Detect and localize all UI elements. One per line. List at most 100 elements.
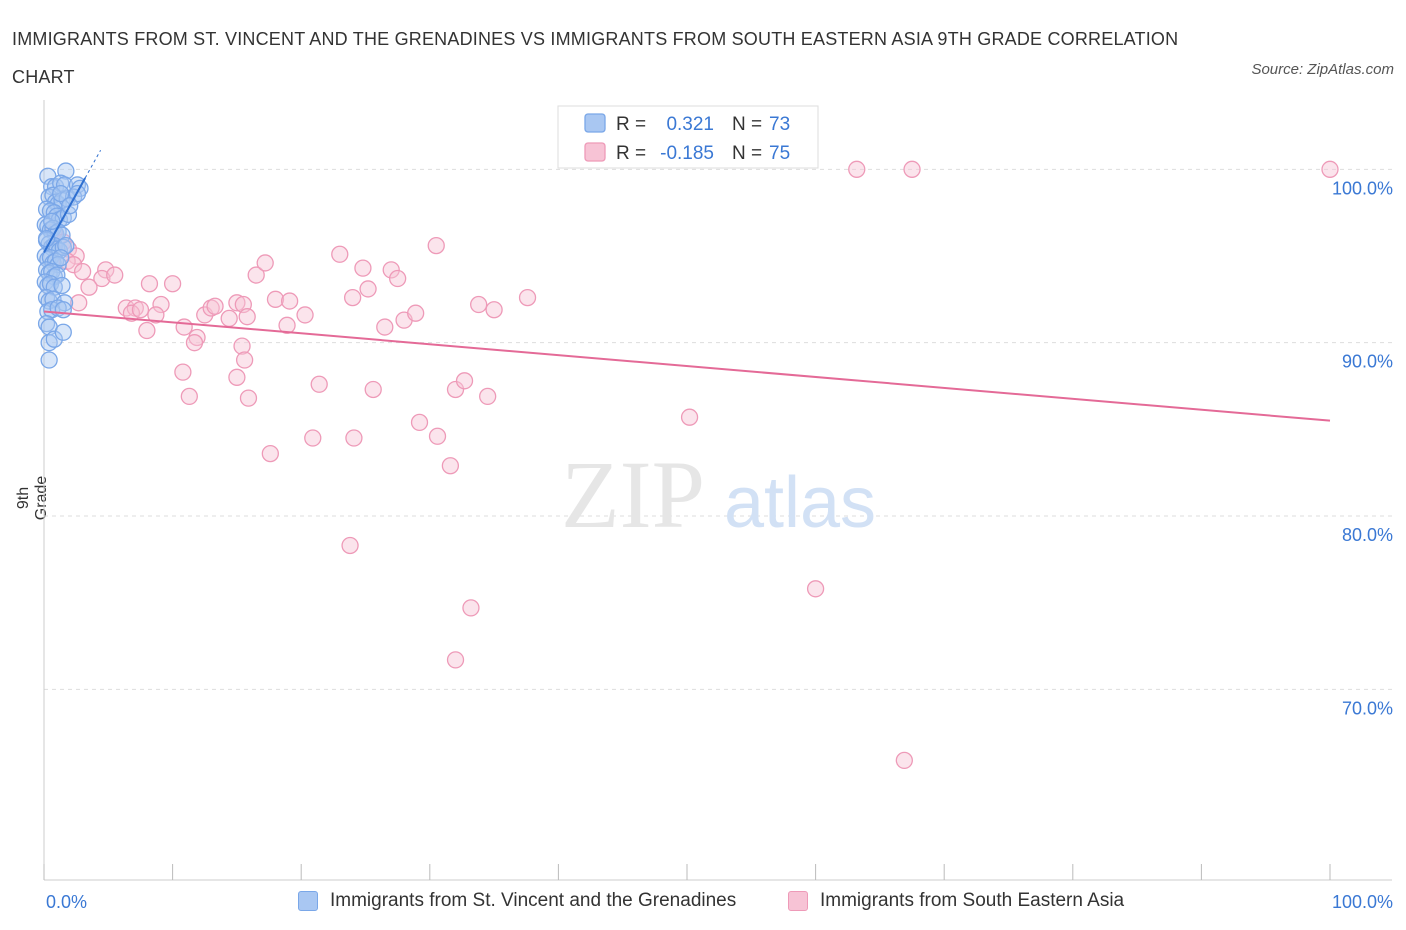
pink-point: [895, 751, 913, 770]
pink-point: [388, 269, 407, 288]
pink-point: [410, 413, 429, 432]
pink-series-points: [45, 160, 1339, 770]
pink-point: [304, 429, 322, 447]
pink-point: [138, 321, 156, 340]
pink-point: [70, 294, 88, 312]
legend-swatch-blue: [584, 113, 606, 133]
y-tick-label: 80.0%: [1342, 525, 1393, 545]
blue-series-points: [36, 162, 89, 369]
pink-point: [174, 363, 192, 381]
pink-point: [97, 261, 115, 279]
pink-point: [296, 306, 314, 324]
pink-point: [278, 316, 296, 334]
pink-point: [364, 380, 382, 399]
legend-item-blue: Immigrants from St. Vincent and the Gren…: [298, 890, 736, 912]
pink-point: [256, 254, 274, 272]
pink-point: [354, 259, 372, 277]
pink-point: [806, 580, 825, 598]
pink-point: [848, 160, 866, 178]
grid-lines: [44, 168, 1392, 690]
x-tick-label: 100.0%: [1332, 892, 1393, 912]
legend-n-value: 73: [769, 114, 790, 135]
pink-point: [345, 429, 363, 447]
source-label: Source: ZipAtlas.com: [1251, 61, 1394, 78]
pink-point: [266, 290, 285, 308]
legend-bottom: Immigrants from St. Vincent and the Gren…: [0, 890, 1406, 916]
pink-point: [247, 266, 265, 284]
pink-point: [180, 387, 198, 406]
blue-point: [54, 238, 72, 256]
blue-point: [40, 351, 58, 369]
pink-point: [206, 297, 224, 315]
pink-point: [479, 387, 497, 406]
legend-r-label: R =: [616, 114, 646, 135]
pink-point: [152, 295, 170, 314]
pink-point: [235, 351, 254, 369]
pink-point: [518, 288, 537, 307]
pink-point: [175, 318, 193, 336]
pink-point: [446, 651, 465, 669]
legend-swatch-pink: [584, 142, 606, 162]
pink-trend-line: [43, 310, 1331, 422]
legend-swatch-pink: [788, 891, 808, 911]
y-tick-label: 100.0%: [1332, 178, 1393, 198]
pink-point: [117, 299, 135, 317]
blue-trend-line: [43, 177, 87, 254]
blue-point: [45, 330, 63, 348]
watermark-atlas: atlas: [724, 463, 876, 543]
pink-point: [446, 380, 465, 399]
pink-point: [233, 337, 251, 355]
legend-r-value: 0.321: [666, 114, 714, 135]
x-tick-labels: 0.0% 100.0%: [46, 892, 1393, 912]
pink-point: [228, 294, 246, 312]
watermark-zip: ZIP: [561, 441, 705, 548]
pink-point: [93, 269, 111, 288]
legend-r-value: -0.185: [660, 143, 714, 164]
y-tick-label: 70.0%: [1342, 698, 1393, 718]
legend-label-blue: Immigrants from St. Vincent and the Gren…: [330, 890, 737, 911]
chart-title: IMMIGRANTS FROM ST. VINCENT AND THE GREN…: [12, 29, 1179, 87]
blue-point: [53, 276, 71, 295]
legend-n-label: N =: [732, 143, 762, 164]
pink-point: [441, 457, 460, 475]
pink-point: [228, 368, 246, 386]
pink-point: [382, 261, 400, 279]
pink-point: [470, 295, 488, 314]
y-tick-label: 90.0%: [1342, 352, 1393, 372]
pink-point: [1321, 160, 1339, 178]
pink-point: [147, 306, 165, 324]
pink-point: [122, 304, 141, 322]
legend-label-pink: Immigrants from South Eastern Asia: [820, 890, 1125, 911]
pink-point: [427, 236, 445, 255]
blue-point: [52, 184, 70, 203]
pink-point: [680, 408, 699, 426]
blue-point: [54, 323, 72, 341]
legend-n-value: 75: [769, 143, 790, 164]
y-tick-labels: 70.0% 80.0% 90.0% 100.0%: [1332, 178, 1393, 718]
pink-point: [238, 308, 256, 326]
pink-point: [428, 427, 447, 445]
x-tick-label: 0.0%: [46, 892, 87, 912]
pink-point: [185, 334, 204, 352]
pink-point: [485, 301, 503, 319]
watermark: ZIP atlas: [561, 441, 876, 548]
pink-point: [376, 318, 394, 336]
pink-point: [163, 275, 182, 293]
pink-point: [220, 309, 238, 328]
blue-trend-extension: [84, 150, 102, 179]
blue-point: [43, 212, 61, 230]
pink-point: [280, 292, 299, 310]
legend-item-pink: Immigrants from South Eastern Asia: [788, 890, 1124, 912]
pink-point: [140, 275, 159, 293]
pink-point: [131, 301, 150, 319]
pink-point: [261, 444, 279, 463]
legend-swatch-blue: [298, 891, 318, 911]
pink-point: [80, 278, 98, 296]
pink-point: [239, 389, 258, 407]
pink-point: [106, 266, 124, 284]
pink-point: [310, 375, 328, 393]
pink-point: [903, 160, 921, 178]
pink-point: [341, 536, 359, 555]
pink-point: [331, 245, 349, 263]
